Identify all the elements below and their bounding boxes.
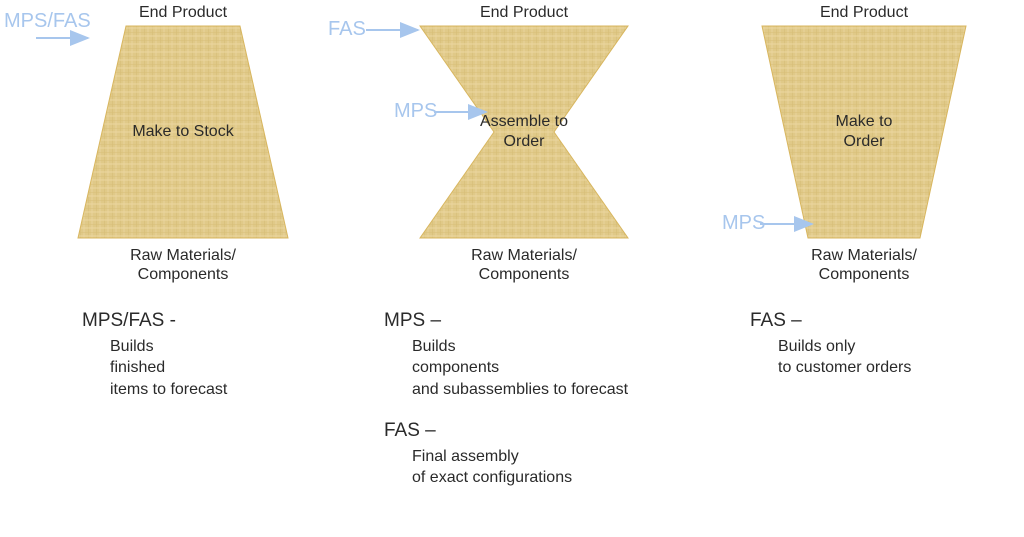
bottom-label-mto: Raw Materials/Components	[811, 246, 917, 284]
description-0: MPS/FAS -Buildsfinisheditems to forecast	[82, 308, 227, 400]
arrow-label-1: FAS	[328, 18, 366, 41]
description-body: Builds onlyto customer orders	[778, 336, 911, 379]
shape-label-line: Assemble to	[480, 112, 568, 132]
bottom-label-line: Components	[130, 265, 236, 284]
bottom-label-line: Raw Materials/	[811, 246, 917, 265]
description-2: FAS –Final assemblyof exact configuratio…	[384, 418, 572, 489]
shape-label-line: Make to	[836, 112, 893, 132]
description-line: and subassemblies to forecast	[412, 379, 628, 401]
top-label-mto: End Product	[820, 4, 908, 22]
description-line: of exact configurations	[412, 467, 572, 489]
description-line: items to forecast	[110, 379, 227, 401]
description-line: finished	[110, 357, 227, 379]
top-label-ato: End Product	[480, 4, 568, 22]
description-body: Buildscomponentsand subassemblies to for…	[412, 336, 628, 401]
shape-label-mto: Make toOrder	[836, 112, 893, 152]
description-body: Buildsfinisheditems to forecast	[110, 336, 227, 401]
bottom-label-mts: Raw Materials/Components	[130, 246, 236, 284]
shape-label-mts: Make to Stock	[132, 122, 233, 142]
description-heading: MPS –	[384, 308, 628, 334]
bottom-label-line: Components	[811, 265, 917, 284]
description-line: Final assembly	[412, 446, 572, 468]
shape-label-line: Order	[836, 132, 893, 152]
description-heading: MPS/FAS -	[82, 308, 227, 334]
arrow-label-2: MPS	[394, 100, 437, 123]
description-1: MPS –Buildscomponentsand subassemblies t…	[384, 308, 628, 400]
description-line: Builds	[110, 336, 227, 358]
arrow-label-0: MPS/FAS	[4, 10, 91, 33]
shape-label-line: Make to Stock	[132, 122, 233, 142]
bottom-label-line: Components	[471, 265, 577, 284]
description-line: to customer orders	[778, 357, 911, 379]
description-heading: FAS –	[384, 418, 572, 444]
description-line: components	[412, 357, 628, 379]
description-body: Final assemblyof exact configurations	[412, 446, 572, 489]
bottom-label-ato: Raw Materials/Components	[471, 246, 577, 284]
description-line: Builds only	[778, 336, 911, 358]
bottom-label-line: Raw Materials/	[471, 246, 577, 265]
shape-label-line: Order	[480, 132, 568, 152]
description-heading: FAS –	[750, 308, 911, 334]
description-3: FAS –Builds onlyto customer orders	[750, 308, 911, 379]
arrow-label-3: MPS	[722, 212, 765, 235]
top-label-mts: End Product	[139, 4, 227, 22]
shape-label-ato: Assemble toOrder	[480, 112, 568, 152]
bottom-label-line: Raw Materials/	[130, 246, 236, 265]
description-line: Builds	[412, 336, 628, 358]
